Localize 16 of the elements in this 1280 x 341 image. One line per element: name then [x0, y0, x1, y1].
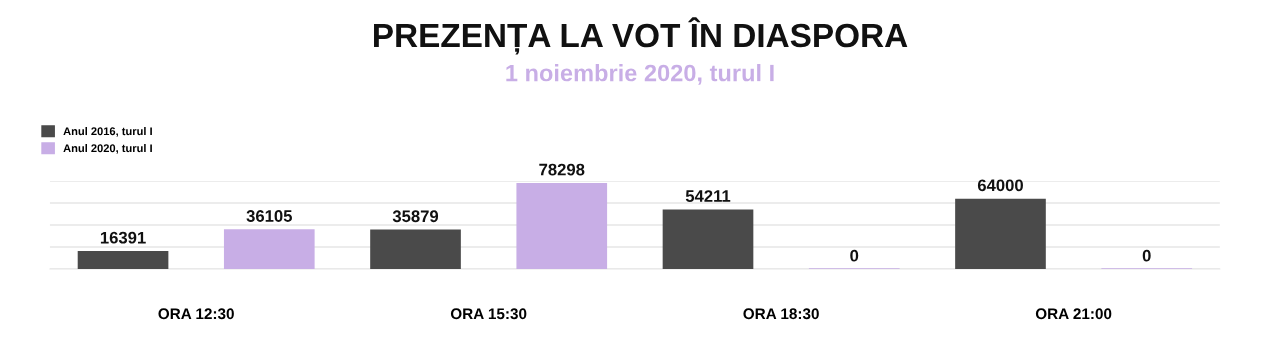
x-tick-label: ORA 12:30	[158, 308, 234, 320]
chart-title: PREZENȚA LA VOT ÎN DIASPORA	[374, 17, 908, 55]
data-label: 0	[1142, 249, 1151, 262]
data-label: 16391	[100, 231, 146, 244]
data-label: 78298	[539, 163, 585, 176]
x-tick-label: ORA 15:30	[450, 308, 527, 320]
x-tick-label: ORA 21:00	[1035, 308, 1112, 320]
data-label: 54211	[685, 190, 731, 202]
legend-label: Anul 2020, turul I	[63, 143, 152, 154]
chart-subtitle: 1 noiembrie 2020, turul I	[506, 64, 774, 85]
data-label: 35879	[392, 210, 439, 223]
data-label: 64000	[977, 179, 1023, 192]
legend-label: Anul 2016, turul I	[63, 127, 152, 137]
data-label: 36105	[246, 210, 292, 222]
x-tick-label: ORA 18:30	[743, 308, 819, 320]
data-label: 0	[850, 249, 859, 262]
